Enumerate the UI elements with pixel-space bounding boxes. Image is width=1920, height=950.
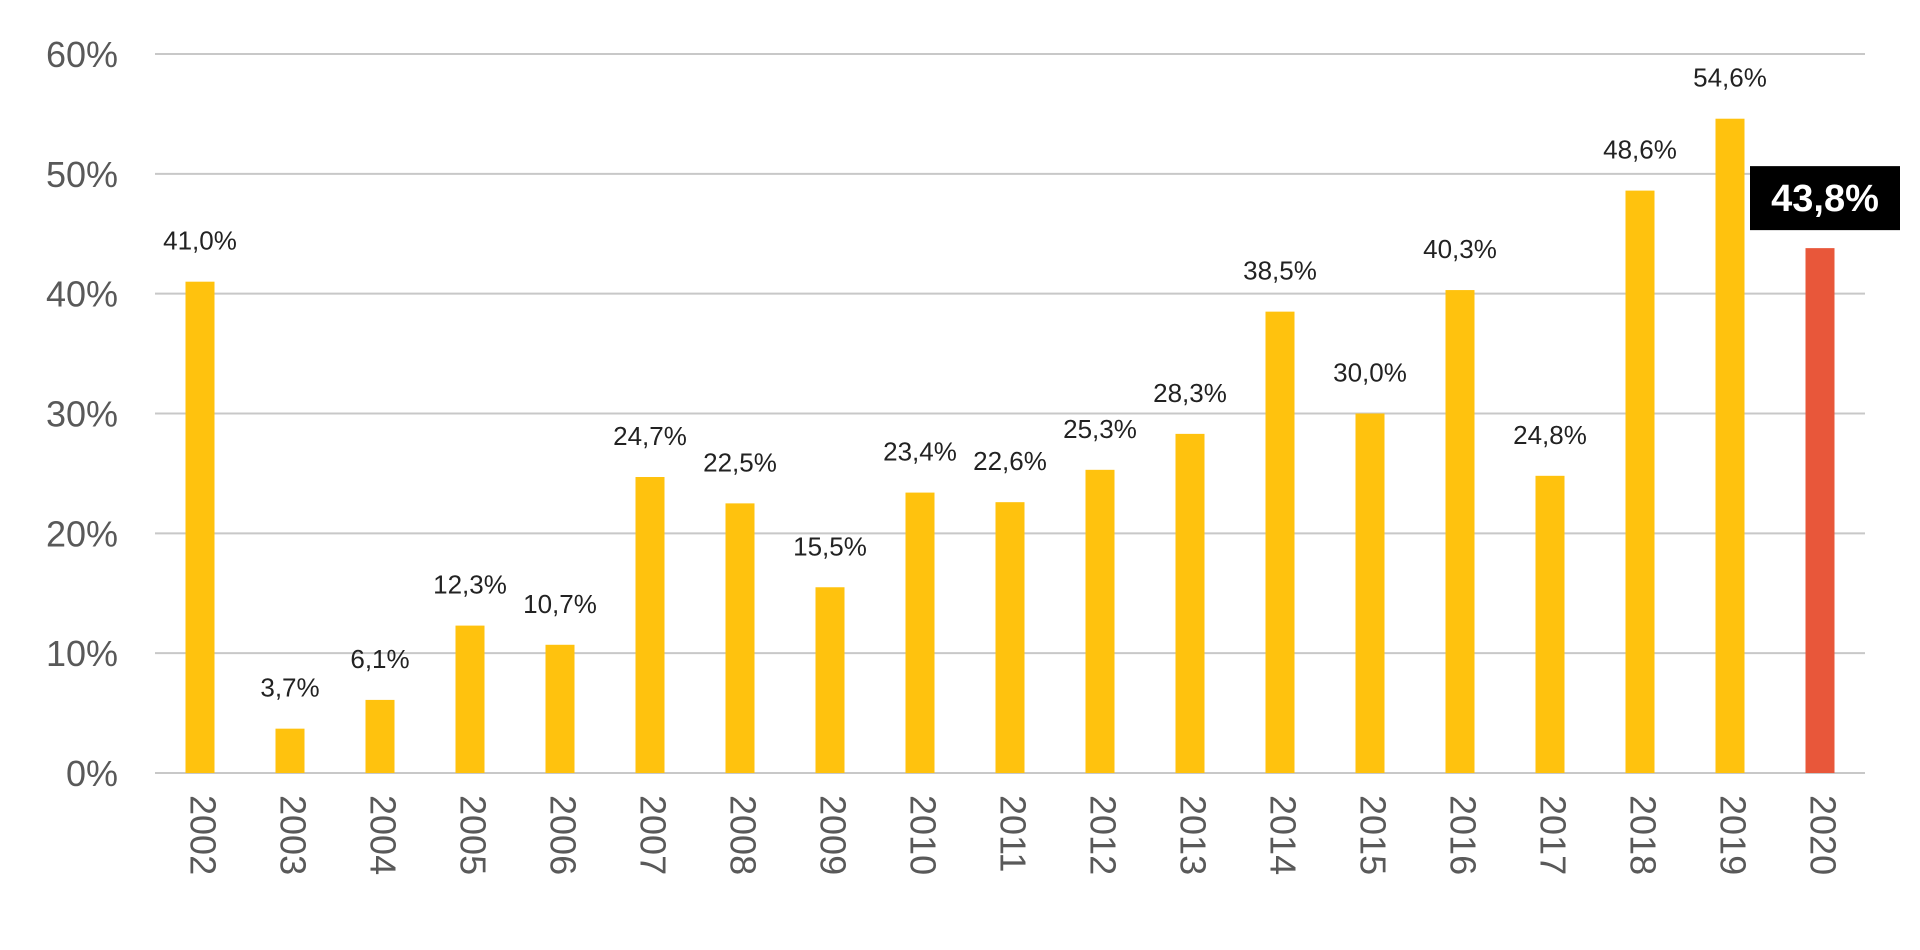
bar-2019 bbox=[1715, 118, 1745, 773]
y-axis: 0% 10% 20% 30% 40% 50% 60% bbox=[46, 34, 118, 794]
data-label: 30,0% bbox=[1333, 358, 1407, 388]
data-label: 24,8% bbox=[1513, 420, 1587, 450]
bar-2003 bbox=[275, 728, 305, 773]
bar-2018 bbox=[1625, 190, 1655, 774]
bar-2002 bbox=[185, 281, 215, 773]
y-tick-label: 0% bbox=[66, 753, 118, 794]
data-label: 10,7% bbox=[523, 589, 597, 619]
data-labels: 41,0% 3,7% 6,1% 12,3% 10,7% 24,7% 22,5% 15,5% 23… bbox=[163, 63, 1900, 703]
x-tick-label: 2008 bbox=[722, 795, 763, 875]
bar-2012 bbox=[1085, 469, 1115, 773]
bar-2008 bbox=[725, 503, 755, 773]
data-label: 41,0% bbox=[163, 226, 237, 256]
y-tick-label: 50% bbox=[46, 154, 118, 195]
x-tick-label: 2004 bbox=[362, 795, 403, 875]
y-tick-label: 20% bbox=[46, 513, 118, 554]
x-tick-label: 2003 bbox=[272, 795, 313, 875]
x-tick-label: 2007 bbox=[632, 795, 673, 875]
bar-2009 bbox=[815, 587, 845, 773]
y-tick-label: 60% bbox=[46, 34, 118, 75]
x-tick-label: 2005 bbox=[452, 795, 493, 875]
data-label: 43,8% bbox=[1771, 178, 1879, 220]
bar-2017 bbox=[1535, 475, 1565, 773]
x-tick-label: 2017 bbox=[1532, 795, 1573, 875]
bar-2004 bbox=[365, 699, 395, 773]
bar-2007 bbox=[635, 477, 665, 773]
x-tick-label: 2020 bbox=[1802, 795, 1843, 875]
data-label: 40,3% bbox=[1423, 234, 1497, 264]
x-axis: 2002 2003 2004 2005 2006 2007 2008 2009 2010 2011… bbox=[182, 795, 1843, 875]
y-tick-label: 30% bbox=[46, 394, 118, 435]
bar-2011 bbox=[995, 502, 1025, 773]
x-tick-label: 2006 bbox=[542, 795, 583, 875]
x-tick-label: 2012 bbox=[1082, 795, 1123, 875]
data-label: 28,3% bbox=[1153, 378, 1227, 408]
data-label: 22,5% bbox=[703, 447, 777, 477]
bar-2013 bbox=[1175, 433, 1205, 773]
data-label: 23,4% bbox=[883, 437, 957, 467]
x-tick-label: 2010 bbox=[902, 795, 943, 875]
bar-2010 bbox=[905, 492, 935, 773]
data-label: 54,6% bbox=[1693, 63, 1767, 93]
x-tick-label: 2011 bbox=[992, 795, 1033, 872]
x-tick-label: 2002 bbox=[182, 795, 223, 875]
x-tick-label: 2016 bbox=[1442, 795, 1483, 875]
highlight-label: 43,8% bbox=[1750, 166, 1900, 231]
x-tick-label: 2018 bbox=[1622, 795, 1663, 875]
data-label: 24,7% bbox=[613, 421, 687, 451]
highlight-label-box bbox=[1750, 166, 1900, 231]
bars bbox=[185, 118, 1835, 774]
bar-2005 bbox=[455, 625, 485, 773]
bar-2014 bbox=[1265, 311, 1295, 773]
x-tick-label: 2013 bbox=[1172, 795, 1213, 875]
bar-2020 bbox=[1805, 248, 1835, 773]
x-tick-label: 2009 bbox=[812, 795, 853, 875]
x-tick-label: 2019 bbox=[1712, 795, 1753, 875]
bar-2006 bbox=[545, 644, 575, 773]
data-label: 22,6% bbox=[973, 446, 1047, 476]
data-label: 25,3% bbox=[1063, 414, 1137, 444]
x-tick-label: 2015 bbox=[1352, 795, 1393, 875]
data-label: 3,7% bbox=[260, 673, 319, 703]
x-tick-label: 2014 bbox=[1262, 795, 1303, 875]
data-label: 38,5% bbox=[1243, 256, 1317, 286]
bar-2015 bbox=[1355, 413, 1385, 773]
y-tick-label: 40% bbox=[46, 274, 118, 315]
data-label: 12,3% bbox=[433, 570, 507, 600]
y-tick-label: 10% bbox=[46, 633, 118, 674]
data-label: 15,5% bbox=[793, 531, 867, 561]
bar-2016 bbox=[1445, 290, 1475, 773]
data-label: 6,1% bbox=[350, 644, 409, 674]
data-label: 48,6% bbox=[1603, 135, 1677, 165]
